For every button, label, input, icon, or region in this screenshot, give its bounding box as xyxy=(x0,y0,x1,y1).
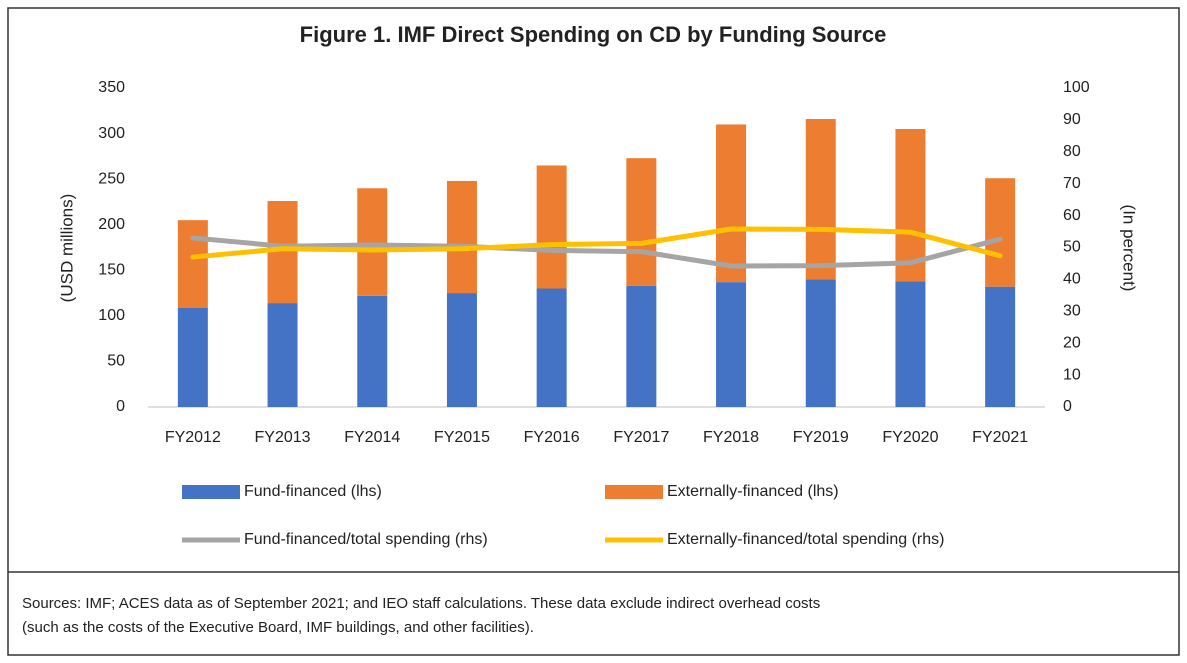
y2-tick-label: 50 xyxy=(1063,239,1081,256)
bar-segment xyxy=(805,118,836,280)
y-tick-label: 350 xyxy=(98,79,125,96)
bar-segment xyxy=(716,124,747,283)
y-tick-label: 0 xyxy=(116,398,125,415)
bar-segment xyxy=(177,307,208,407)
legend-label: Fund-financed/total spending (rhs) xyxy=(244,531,488,548)
y2-tick-label: 30 xyxy=(1063,303,1081,320)
bar-segment xyxy=(357,295,388,407)
y-axis-label: (USD millions) xyxy=(57,194,76,303)
y2-tick-label: 40 xyxy=(1063,271,1081,288)
y-tick-label: 100 xyxy=(98,307,125,324)
bar-segment xyxy=(446,293,477,407)
series-line xyxy=(190,235,1003,269)
y-tick-label: 300 xyxy=(98,125,125,142)
x-tick-label: FY2016 xyxy=(524,429,580,446)
legend-label: Externally-financed (lhs) xyxy=(667,483,839,500)
legend-swatch xyxy=(182,485,240,499)
y2-tick-label: 10 xyxy=(1063,366,1081,383)
bar-segment xyxy=(805,279,836,407)
y-tick-label: 250 xyxy=(98,170,125,187)
y2-tick-label: 60 xyxy=(1063,207,1081,224)
y2-tick-label: 20 xyxy=(1063,334,1081,351)
x-tick-label: FY2014 xyxy=(344,429,400,446)
x-tick-label: FY2021 xyxy=(972,429,1028,446)
legend-label: Fund-financed (lhs) xyxy=(244,483,382,500)
bar-segment xyxy=(536,288,567,407)
x-tick-label: FY2019 xyxy=(793,429,849,446)
outer-border xyxy=(7,7,1180,656)
note-line: (such as the costs of the Executive Boar… xyxy=(22,619,534,636)
series-line xyxy=(190,226,1003,260)
y2-tick-label: 90 xyxy=(1063,111,1081,128)
y2-tick-label: 70 xyxy=(1063,175,1081,192)
y2-tick-label: 100 xyxy=(1063,79,1090,96)
x-tick-label: FY2018 xyxy=(703,429,759,446)
bar-segment xyxy=(895,281,926,407)
y-tick-label: 150 xyxy=(98,262,125,279)
bar-segment xyxy=(985,178,1016,287)
x-tick-label: FY2013 xyxy=(255,429,311,446)
legend-label: Externally-financed/total spending (rhs) xyxy=(667,531,944,548)
y2-axis-label: (In percent) xyxy=(1120,205,1139,292)
x-tick-label: FY2015 xyxy=(434,429,490,446)
y-tick-label: 50 xyxy=(107,353,125,370)
y2-tick-label: 80 xyxy=(1063,143,1081,160)
bar-segment xyxy=(357,188,388,296)
legend-swatch xyxy=(605,485,663,499)
bar-segment xyxy=(267,303,298,407)
bar-segment xyxy=(985,286,1016,407)
x-tick-label: FY2012 xyxy=(165,429,221,446)
x-tick-label: FY2020 xyxy=(882,429,938,446)
note-line: Sources: IMF; ACES data as of September … xyxy=(22,595,820,612)
y-tick-label: 200 xyxy=(98,216,125,233)
bar-segment xyxy=(716,282,747,407)
bar-segment xyxy=(177,220,208,308)
bar-segment xyxy=(626,158,657,286)
bar-segment xyxy=(626,285,657,407)
bar-segment xyxy=(536,165,567,289)
bar-segment xyxy=(895,129,926,282)
chart-title: Figure 1. IMF Direct Spending on CD by F… xyxy=(300,22,887,47)
y2-tick-label: 0 xyxy=(1063,398,1072,415)
x-tick-label: FY2017 xyxy=(613,429,669,446)
bar-segment xyxy=(446,180,477,294)
